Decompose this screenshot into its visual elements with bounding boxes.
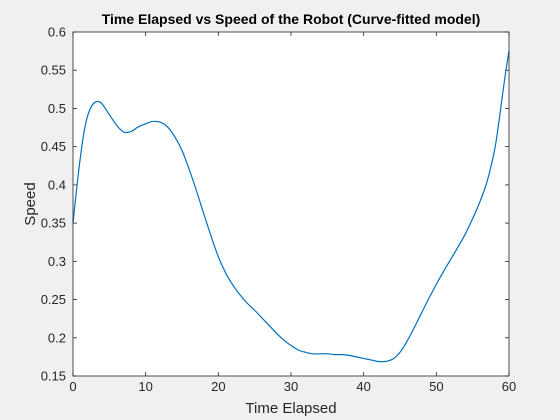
y-tick-label: 0.45: [41, 139, 66, 154]
x-tick-label: 20: [211, 379, 225, 394]
chart-title: Time Elapsed vs Speed of the Robot (Curv…: [102, 11, 481, 27]
y-tick-label: 0.3: [48, 254, 66, 269]
x-tick-label: 30: [284, 379, 298, 394]
y-tick-label: 0.6: [48, 25, 66, 40]
plot-frame: [72, 31, 510, 377]
y-tick-label: 0.25: [41, 292, 66, 307]
x-tick-label: 60: [502, 379, 516, 394]
y-tick-label: 0.4: [48, 177, 66, 192]
y-axis-label: Speed: [22, 182, 39, 225]
y-tick-label: 0.55: [41, 63, 66, 78]
series-line-speed: [72, 51, 510, 363]
plot-area: [73, 32, 509, 376]
x-tick-label: 0: [69, 379, 76, 394]
y-tick-label: 0.15: [41, 369, 66, 384]
y-tick-label: 0.5: [48, 101, 66, 116]
y-tick-label: 0.35: [41, 216, 66, 231]
x-tick-label: 40: [356, 379, 370, 394]
x-tick-label: 50: [429, 379, 443, 394]
x-tick-label: 10: [138, 379, 152, 394]
x-axis-label: Time Elapsed: [245, 400, 336, 417]
y-tick-label: 0.2: [48, 330, 66, 345]
